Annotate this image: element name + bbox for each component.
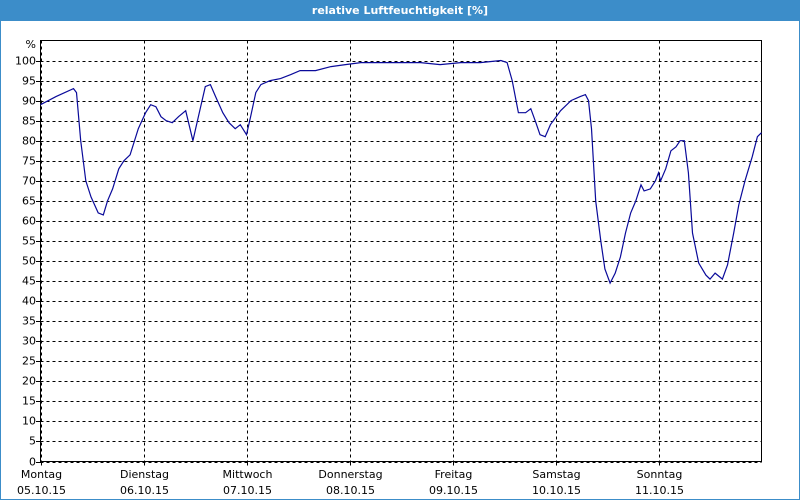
x-tick-label: Sonntag — [637, 468, 683, 481]
y-tick-label: 5 — [29, 435, 36, 448]
x-tick-label: Donnerstag — [318, 468, 382, 481]
x-tick-date: 06.10.15 — [120, 484, 169, 497]
y-tick-label: 0 — [29, 456, 36, 469]
x-tick-date: 11.10.15 — [635, 484, 684, 497]
y-tick-label: 10 — [22, 415, 36, 428]
y-tick-label: 30 — [22, 335, 36, 348]
y-tick-label: 45 — [22, 275, 36, 288]
x-tick-label: Montag — [21, 468, 62, 481]
x-tick-date: 10.10.15 — [532, 484, 581, 497]
y-tick-label: 25 — [22, 355, 36, 368]
y-axis-label: % — [26, 38, 36, 51]
x-tick-label: Dienstag — [120, 468, 169, 481]
x-tick-date: 05.10.15 — [17, 484, 66, 497]
y-tick-label: 100 — [15, 55, 36, 68]
y-tick-label: 35 — [22, 315, 36, 328]
y-tick-label: 15 — [22, 395, 36, 408]
y-tick-label: 60 — [22, 215, 36, 228]
y-tick-label: 75 — [22, 155, 36, 168]
y-tick-label: 50 — [22, 255, 36, 268]
y-tick-label: 80 — [22, 135, 36, 148]
x-tick-label: Freitag — [435, 468, 473, 481]
y-tick-label: 90 — [22, 95, 36, 108]
y-tick-label: 65 — [22, 195, 36, 208]
x-tick-date: 08.10.15 — [326, 484, 375, 497]
title-bar — [0, 0, 800, 21]
chart-title: relative Luftfeuchtigkeit [%] — [312, 4, 488, 17]
x-tick-label: Mittwoch — [223, 468, 273, 481]
x-tick-label: Samstag — [532, 468, 580, 481]
y-tick-label: 20 — [22, 375, 36, 388]
plot-frame — [40, 40, 762, 462]
x-tick-date: 07.10.15 — [223, 484, 272, 497]
x-tick-date: 09.10.15 — [429, 484, 478, 497]
y-tick-label: 85 — [22, 115, 36, 128]
humidity-line — [40, 59, 762, 285]
y-tick-label: 95 — [22, 75, 36, 88]
y-tick-label: 55 — [22, 235, 36, 248]
y-tick-label: 70 — [22, 175, 36, 188]
y-tick-label: 40 — [22, 295, 36, 308]
